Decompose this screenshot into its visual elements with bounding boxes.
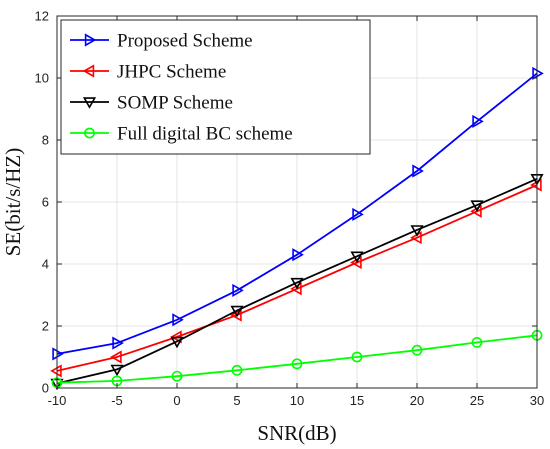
data-point-jhpc-scheme [50, 364, 62, 378]
data-point-proposed-scheme [292, 248, 304, 262]
legend-entry-full-digital-bc-scheme: Full digital BC scheme [70, 124, 293, 145]
data-point-full-digital-bc-scheme [291, 358, 303, 370]
data-point-somp-scheme [110, 364, 124, 377]
data-point-full-digital-bc-scheme [471, 337, 483, 348]
series-somp-scheme [50, 174, 544, 391]
data-point-jhpc-scheme [110, 350, 122, 364]
data-point-proposed-scheme [472, 114, 484, 128]
y-tick-label: 2 [42, 319, 49, 334]
legend-label: SOMP Scheme [117, 93, 233, 114]
data-point-full-digital-bc-scheme [351, 351, 363, 363]
data-point-somp-scheme [410, 225, 424, 237]
legend-marker [82, 97, 97, 109]
x-tick-label: 25 [470, 393, 484, 408]
legend-entry-somp-scheme: SOMP Scheme [70, 93, 233, 114]
x-tick-label: 20 [410, 393, 424, 408]
legend-marker [84, 33, 97, 47]
data-point-proposed-scheme [172, 313, 184, 327]
data-point-proposed-scheme [412, 164, 424, 178]
y-tick-label: 6 [42, 195, 49, 210]
x-axis-title: SNR(dB) [257, 421, 336, 445]
series-line-full-digital-bc-scheme [56, 334, 538, 384]
data-point-somp-scheme [230, 305, 244, 318]
data-point-somp-scheme [350, 251, 364, 264]
x-tick-label: 5 [233, 393, 240, 408]
data-point-full-digital-bc-scheme [171, 370, 183, 382]
legend-marker [84, 127, 95, 139]
y-tick-label: 10 [35, 71, 49, 86]
x-tick-label: -5 [111, 393, 123, 408]
data-point-proposed-scheme [352, 207, 364, 221]
series-full-digital-bc-scheme [51, 329, 543, 389]
data-point-proposed-scheme [112, 336, 124, 350]
y-axis-title: SE(bit/s/HZ) [1, 148, 25, 257]
data-point-full-digital-bc-scheme [231, 364, 243, 376]
x-tick-label: 0 [173, 393, 180, 408]
data-point-somp-scheme [470, 200, 484, 212]
y-tick-label: 4 [42, 257, 49, 272]
series-layer [50, 66, 544, 391]
data-point-jhpc-scheme [230, 308, 242, 322]
y-tick-label: 0 [42, 381, 49, 396]
y-tick-label: 8 [42, 133, 49, 148]
data-point-proposed-scheme [232, 283, 244, 297]
x-tick-label: 15 [350, 393, 364, 408]
data-point-proposed-scheme [52, 347, 64, 361]
legend-label: Proposed Scheme [117, 31, 253, 52]
legend: Proposed Scheme JHPC Scheme SOMP Scheme Ful… [60, 19, 371, 155]
legend-label: JHPC Scheme [117, 62, 226, 83]
legend-box [60, 19, 371, 155]
tick-layer: -10 -5 0 5 10 15 20 25 30 0 2 4 6 8 10 12 [35, 9, 545, 409]
data-point-somp-scheme [170, 336, 184, 349]
legend-entry-proposed-scheme: Proposed Scheme [70, 31, 253, 52]
data-point-somp-scheme [290, 277, 304, 290]
x-tick-label: 30 [530, 393, 544, 408]
x-tick-label: -10 [48, 393, 67, 408]
x-tick-label: 10 [290, 393, 304, 408]
y-tick-label: 12 [35, 9, 49, 24]
legend-entry-jhpc-scheme: JHPC Scheme [70, 62, 226, 83]
series-proposed-scheme [52, 66, 544, 361]
data-point-proposed-scheme [532, 66, 544, 80]
legend-marker [82, 64, 95, 78]
data-point-full-digital-bc-scheme [411, 344, 423, 356]
legend-label: Full digital BC scheme [117, 124, 293, 145]
series-line-somp-scheme [56, 177, 538, 385]
series-line-proposed-scheme [56, 72, 538, 355]
